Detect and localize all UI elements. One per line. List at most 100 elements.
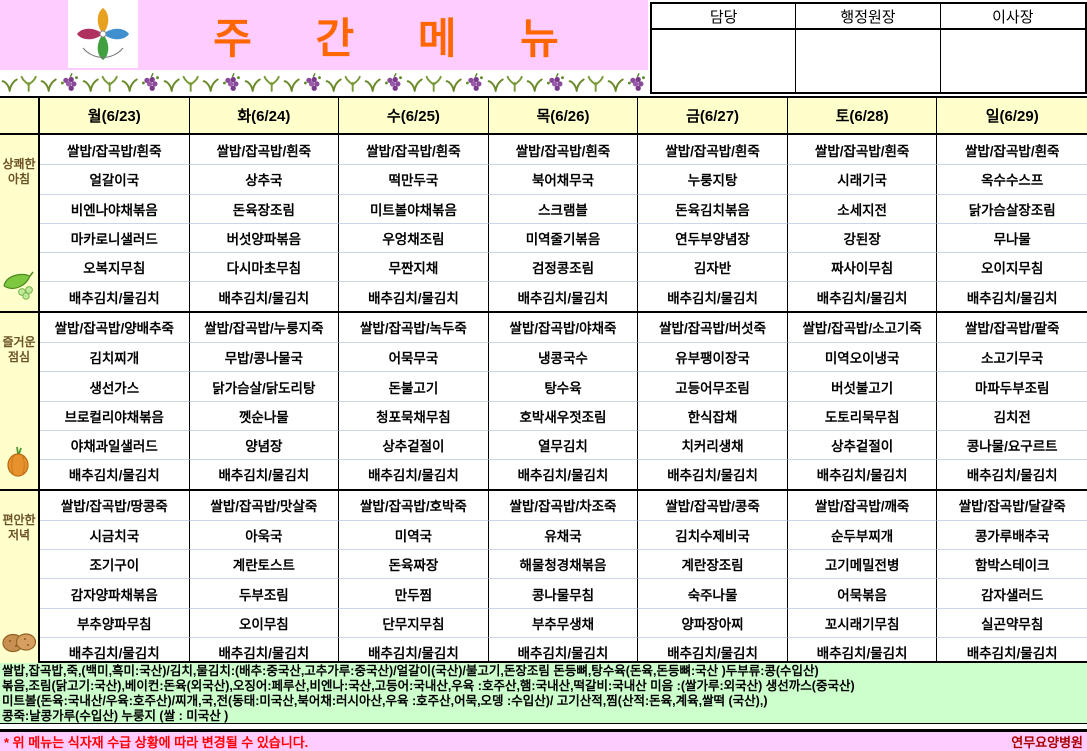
menu-cell: 김자반 [638,252,788,282]
menu-cell: 쌀밥/잡곡밥/야채죽 [489,312,639,343]
section-label-text: 편안한 저녁 [2,512,36,542]
origin-note-line: 미트볼(돈육:국내산/우육:호주산)/찌개,국,전(동태:미국산,북어채:러시아… [2,694,768,708]
origin-note-line: 쌀밥,잡곡밥,죽,(백미,흑미:국산)/김치,물김치:(배추:중국산,고추가루:… [2,664,819,678]
menu-cell: 쌀밥/잡곡밥/흰죽 [489,135,639,165]
onion-icon [4,446,34,483]
menu-cell: 돈육짜장 [339,549,489,579]
meal-section: 상쾌한 아침 쌀밥/잡곡밥/흰죽 쌀밥/잡곡밥/흰죽 쌀밥/잡곡밥/흰죽 쌀밥/잡곡밥/… [0,133,1087,311]
section-label: 즐거운 점심 [0,312,40,489]
menu-cell: 한식잡채 [638,400,788,430]
menu-cell: 배추김치/물김치 [189,637,340,667]
menu-cell: 소고기무국 [937,342,1087,371]
menu-cell: 배추김치/물김치 [40,281,190,311]
approval-col-manager: 담당 [652,4,797,30]
menu-cell: 닭가슴살/닭도리탕 [189,371,340,401]
menu-cell: 고기메밀전병 [787,549,938,579]
menu-cell: 옥수수스프 [937,164,1087,193]
menu-cell: 감자샐러드 [937,578,1087,607]
menu-cell: 쌀밥/잡곡밥/맛살죽 [190,490,340,520]
menu-cell: 우엉채조림 [339,222,489,253]
meal-section: 편안한 저녁 쌀밥/잡곡밥/땅콩죽 쌀밥/잡곡밥/맛살죽 쌀밥/잡곡밥/호박죽 쌀밥/잡… [0,488,1087,667]
menu-cell: 청포묵채무침 [339,400,489,430]
approval-sign-cell [652,30,797,92]
menu-cell: 무나물 [937,222,1087,252]
menu-cell: 조기구이 [40,549,190,579]
menu-cell: 시래기국 [787,164,938,194]
menu-cell: 미역줄기볶음 [488,222,639,253]
logo-flower [77,8,129,60]
menu-cell: 쌀밥/잡곡밥/호박죽 [339,490,489,520]
menu-cell: 실곤약무침 [937,607,1087,637]
menu-cell: 배추김치/물김치 [488,637,639,667]
menu-cell: 쌀밥/잡곡밥/소고기죽 [788,312,938,343]
menu-cell: 부추무생채 [488,607,639,638]
day-header: 월(6/23) [40,98,190,133]
menu-cell: 함박스테이크 [937,549,1087,578]
day-header: 일(6/29) [937,98,1087,133]
approval-col-chairman: 이사장 [940,4,1085,30]
menu-cell: 미역국 [339,519,489,550]
menu-cell: 배추김치/물김치 [937,637,1087,666]
menu-cell: 김치찌개 [40,342,190,372]
menu-cell: 콩가루배추국 [937,519,1087,549]
menu-cell: 쌀밥/잡곡밥/깨죽 [788,490,938,520]
menu-cell: 꼬시래기무침 [787,607,938,638]
pea-icon [2,270,36,305]
hospital-logo-icon [68,0,138,68]
menu-cell: 비엔나야채볶음 [40,193,190,223]
menu-cell: 유채국 [488,519,639,550]
menu-cell: 배추김치/물김치 [189,459,340,489]
menu-cell: 배추김치/물김치 [638,459,788,489]
menu-cell: 닭가슴살장조림 [937,193,1087,223]
menu-cell: 쌀밥/잡곡밥/흰죽 [339,135,489,165]
menu-cell: 상추국 [189,164,340,194]
menu-cell: 냉콩국수 [488,342,639,372]
menu-cell: 생선가스 [40,371,190,401]
approval-col-admin-director: 행정원장 [796,4,941,30]
menu-cell: 오복지무침 [40,252,190,282]
menu-cell: 쌀밥/잡곡밥/차조죽 [489,490,639,520]
section-label: 상쾌한 아침 [0,135,40,311]
menu-cell: 배추김치/물김치 [638,281,788,311]
menu-cell: 치커리생채 [638,429,788,460]
menu-cell: 배추김치/물김치 [787,637,938,667]
menu-cell: 배추김치/물김치 [339,459,489,489]
menu-cell: 콩나물/요구르트 [937,429,1087,459]
menu-cell: 마파두부조림 [937,371,1087,400]
menu-cell: 쌀밥/잡곡밥/땅콩죽 [40,490,190,520]
menu-cell: 배추김치/물김치 [339,637,489,667]
footer-notice: * 위 메뉴는 식자재 수급 상황에 따라 변경될 수 있습니다. [4,735,309,750]
menu-cell: 탕수육 [488,371,639,401]
menu-cell: 짜사이무침 [787,252,938,282]
potato-icon [1,629,37,660]
menu-cell: 쌀밥/잡곡밥/흰죽 [638,135,788,165]
menu-cell: 어묵무국 [339,342,489,372]
menu-cell: 쌀밥/잡곡밥/누룽지죽 [190,312,340,343]
section-label-text: 상쾌한 아침 [2,157,36,186]
menu-cell: 버섯불고기 [787,371,938,401]
meal-section: 즐거운 점심 쌀밥/잡곡밥/양배추죽 쌀밥/잡곡밥/누룽지죽 쌀밥/잡곡밥/녹두죽 쌀밥… [0,310,1087,489]
menu-cell: 상추겉절이 [339,429,489,460]
menu-cell: 쌀밥/잡곡밥/버섯죽 [638,312,788,343]
menu-cell: 오이지무침 [937,252,1087,281]
menu-cell: 아욱국 [189,519,340,550]
divider [0,724,1087,732]
menu-cell: 검정콩조림 [488,252,639,282]
menu-cell: 스크램블 [488,193,639,223]
menu-cell: 김치수제비국 [638,519,788,550]
menu-cell: 호박새우젓조림 [488,400,639,430]
day-header: 화(6/24) [189,98,340,133]
menu-cell: 오이무침 [189,607,340,638]
menu-cell: 쌀밥/잡곡밥/달걀죽 [958,499,1066,515]
menu-cell: 미역오이냉국 [787,342,938,372]
menu-cell: 양념장 [189,429,340,460]
menu-cell: 계란장조림 [638,549,788,579]
header-banner: 주 간 메 뉴 [0,0,648,70]
menu-cell: 양파장아찌 [638,607,788,638]
origin-note-line: 볶음,조림(닭고기:국산),베이컨:돈육(외국산),오징어:페루산,비엔나:국산… [2,679,855,693]
menu-cell: 브로컬리야채볶음 [40,400,190,430]
menu-cell: 단무지무침 [339,607,489,638]
menu-cell: 버섯양파볶음 [189,222,340,253]
menu-cell: 껫순나물 [189,400,340,430]
menu-cell: 두부조림 [189,578,340,608]
